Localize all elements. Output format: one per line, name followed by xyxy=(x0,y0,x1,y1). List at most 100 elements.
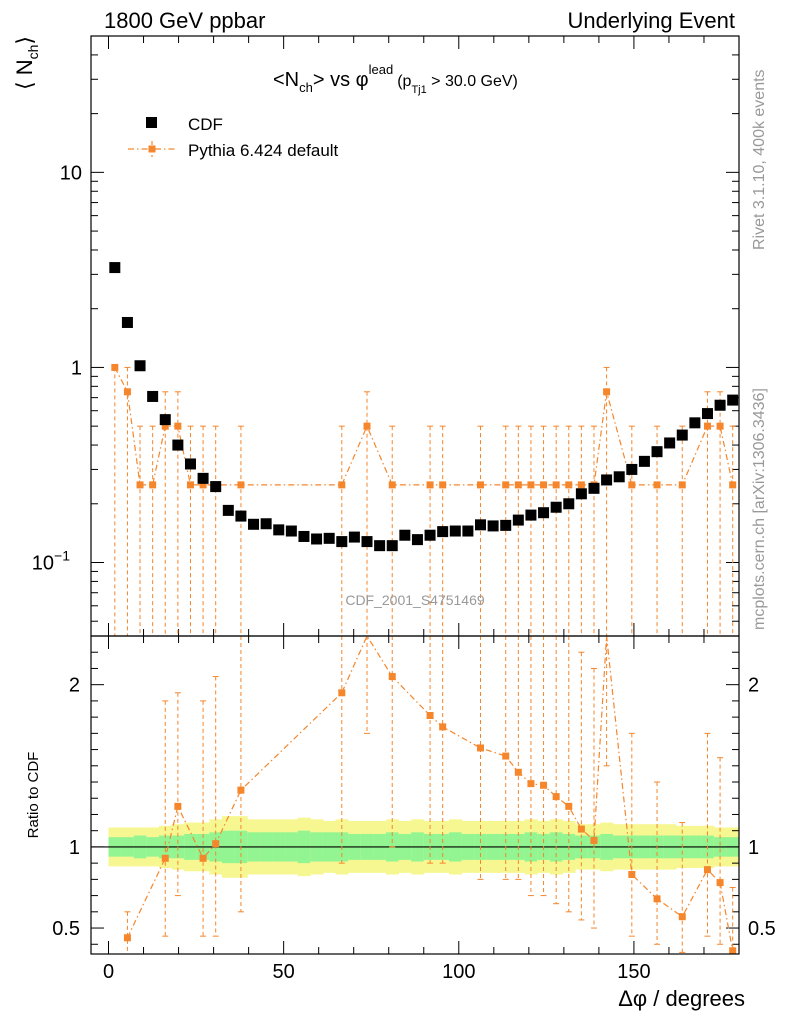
ratio-ticks xyxy=(91,651,739,945)
title-sup: lead xyxy=(369,62,394,77)
cdf-point xyxy=(134,360,146,372)
legend-cdf-marker xyxy=(146,117,157,128)
cdf-point xyxy=(109,262,121,274)
cdf-point xyxy=(613,471,625,483)
main-ticks xyxy=(91,35,739,954)
pythia-point xyxy=(199,481,207,489)
pythia-point xyxy=(186,481,194,489)
pythia-ratio-point xyxy=(338,689,346,697)
ratio-ytick-label-right-0: 0.5 xyxy=(748,918,776,940)
pythia-ratio-point xyxy=(514,768,522,776)
pythia-series-main xyxy=(111,363,737,636)
cdf-point xyxy=(727,394,739,406)
pythia-ratio-point xyxy=(527,780,535,788)
pythia-ratio-point xyxy=(439,723,447,731)
cdf-point xyxy=(121,316,133,328)
pythia-point xyxy=(716,422,724,430)
chart-title: <Nch> vs φlead(pTj1 > 30.0 GeV) xyxy=(273,62,518,96)
cdf-point xyxy=(336,536,348,548)
cdf-point xyxy=(475,519,487,531)
cdf-point xyxy=(424,529,436,541)
title-cut-sub: Tj1 xyxy=(411,84,426,96)
ratio-ytick-label-left-1: 1 xyxy=(69,837,80,859)
cdf-point xyxy=(172,439,184,451)
cdf-point xyxy=(361,536,373,548)
ytick-label-0.1: 10−1 xyxy=(32,548,70,575)
pythia-point xyxy=(628,481,636,489)
ratio-ytick-label-right-2: 2 xyxy=(748,675,759,697)
pythia-point xyxy=(729,481,737,489)
pythia-ratio-point xyxy=(628,871,636,878)
cdf-point xyxy=(701,408,713,420)
cdf-point xyxy=(601,474,613,486)
cdf-point xyxy=(285,525,297,537)
pythia-point xyxy=(502,481,510,489)
pythia-point xyxy=(426,481,434,489)
cdf-point xyxy=(147,390,159,402)
pythia-point xyxy=(703,422,711,430)
cdf-point xyxy=(437,526,449,538)
svg-text:⟨ Nch⟩: ⟨ Nch⟩ xyxy=(12,36,41,90)
title-lhs-sub: ch xyxy=(299,80,313,95)
title-lhs: <N xyxy=(273,69,299,91)
cdf-point xyxy=(323,532,335,544)
cdf-point xyxy=(538,507,550,519)
analysis-watermark: CDF_2001_S4751469 xyxy=(345,592,485,608)
pythia-series-ratio xyxy=(123,634,737,955)
pythia-ratio-point xyxy=(426,712,434,719)
pythia-point xyxy=(477,481,485,489)
ytick-label-0.1-base: 10 xyxy=(32,553,54,575)
pythia-ratio-point xyxy=(540,781,548,789)
cdf-point xyxy=(273,524,285,536)
pythia-point xyxy=(552,481,560,489)
pythia-point xyxy=(338,481,346,489)
pythia-ratio-point xyxy=(590,836,598,844)
pythia-ratio-point xyxy=(477,744,485,752)
ratio-ytick-label-left-2: 2 xyxy=(69,675,80,697)
ratio-ytick-label-right-1: 1 xyxy=(748,837,759,859)
cdf-point xyxy=(638,455,650,467)
mcplots-label: mcplots.cern.ch [arXiv:1306.3436] xyxy=(751,388,768,630)
pythia-ratio-point xyxy=(703,866,711,874)
cdf-point xyxy=(260,518,272,530)
pythia-point xyxy=(527,481,535,489)
cdf-point xyxy=(298,530,310,542)
cdf-point xyxy=(588,482,600,494)
cdf-series xyxy=(109,262,739,552)
pythia-point xyxy=(653,481,661,489)
pythia-ratio-point xyxy=(237,786,245,794)
cdf-point xyxy=(374,540,386,552)
ytick-label-0.1-exp: −1 xyxy=(54,548,70,564)
cdf-point xyxy=(311,533,323,545)
cdf-point xyxy=(651,446,663,458)
rivet-label: Rivet 3.1.10, 400k events xyxy=(751,69,768,250)
title-cut-close: > 30.0 GeV) xyxy=(427,73,518,90)
xtick-label-2: 100 xyxy=(442,961,475,983)
pythia-ratio-point xyxy=(716,879,724,887)
pythia-ratio-point xyxy=(199,854,207,862)
pythia-ratio-point xyxy=(729,947,737,955)
legend-cdf-label: CDF xyxy=(188,115,223,134)
ytick-label-1: 1 xyxy=(71,357,82,379)
title-cut-open: (p xyxy=(397,73,411,90)
cdf-point xyxy=(714,399,726,411)
pythia-point xyxy=(540,481,548,489)
cdf-point xyxy=(676,429,688,441)
ratio-y-axis-label: Ratio to CDF xyxy=(25,752,42,839)
pythia-point xyxy=(161,422,169,430)
xtick-label-1: 50 xyxy=(273,961,295,983)
title-mid: > vs φ xyxy=(313,69,369,91)
pythia-point xyxy=(149,481,157,489)
pythia-point xyxy=(136,481,144,489)
x-axis-label: Δφ / degrees xyxy=(618,986,745,1011)
pythia-point xyxy=(514,481,522,489)
cdf-point xyxy=(399,529,411,541)
legend-pythia-label: Pythia 6.424 default xyxy=(188,141,339,160)
ratio-ytick-label-left-0: 0.5 xyxy=(52,918,80,940)
pythia-ratio-point xyxy=(653,895,661,903)
cdf-point xyxy=(248,518,260,530)
cdf-point xyxy=(411,534,423,546)
pythia-point xyxy=(565,481,573,489)
cdf-point xyxy=(512,514,524,526)
